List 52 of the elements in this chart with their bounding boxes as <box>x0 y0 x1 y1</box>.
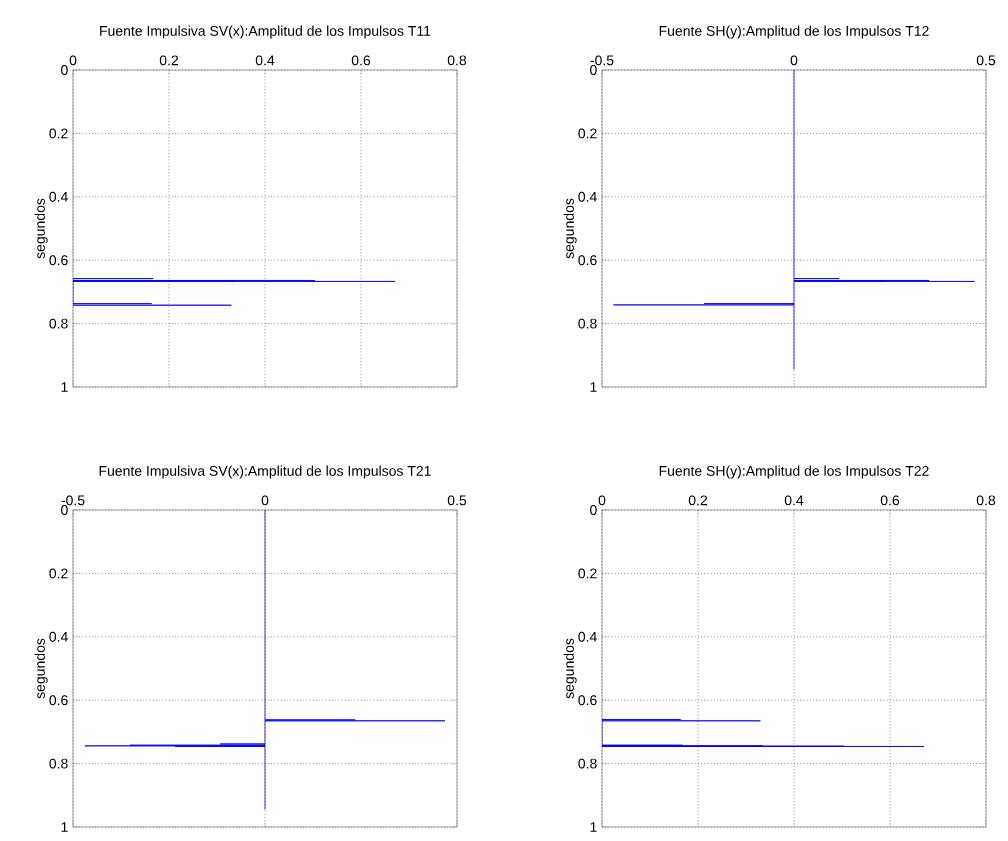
y-axis-title: segundos <box>563 198 577 259</box>
y-tick-label: 0.8 <box>49 758 68 769</box>
chart-title: Fuente SH(y):Amplitud de los Impulsos T12 <box>659 25 929 39</box>
x-tick-label: 0 <box>790 55 798 66</box>
chart-title: Fuente Impulsiva SV(x):Amplitud de los Impulsos T11 <box>100 25 431 39</box>
y-axis-title: segundos <box>563 638 577 699</box>
y-tick-label: 0.4 <box>49 191 68 202</box>
y-tick-label: 0.8 <box>578 318 597 329</box>
y-tick-label: 0.4 <box>578 631 597 642</box>
x-tick-label: 0 <box>69 55 77 66</box>
line-series <box>73 278 396 306</box>
y-tick-label: 0 <box>61 65 68 75</box>
y-tick-label: 1 <box>590 382 597 392</box>
line-series <box>613 70 975 370</box>
y-tick-label: 0.4 <box>49 631 68 642</box>
line-series <box>84 510 446 810</box>
x-tick-label: 0.8 <box>447 55 467 66</box>
y-tick-label: 0 <box>590 505 597 515</box>
x-tick-label: -0.5 <box>61 495 85 506</box>
x-tick-label: 0.5 <box>447 495 467 506</box>
y-tick-label: 1 <box>590 822 597 832</box>
y-tick-label: 0.8 <box>578 758 597 769</box>
x-tick-label: 0.8 <box>976 495 996 506</box>
y-tick-label: 0.6 <box>49 695 68 706</box>
x-tick-label: -0.5 <box>590 55 614 66</box>
y-tick-label: 0.8 <box>49 318 68 329</box>
y-axis-title: segundos <box>34 198 48 259</box>
y-tick-label: 1 <box>61 382 68 392</box>
y-tick-label: 0.2 <box>49 568 68 579</box>
y-tick-label: 0 <box>61 505 68 515</box>
y-tick-label: 0.2 <box>578 128 597 139</box>
y-axis-title: segundos <box>34 638 48 699</box>
x-tick-label: 0.4 <box>784 495 804 506</box>
x-tick-label: 0.2 <box>688 495 708 506</box>
y-tick-label: 0.4 <box>578 191 597 202</box>
x-tick-label: 0.6 <box>351 55 371 66</box>
x-tick-label: 0.6 <box>880 495 900 506</box>
y-tick-label: 0.2 <box>578 568 597 579</box>
y-tick-label: 1 <box>61 822 68 832</box>
x-tick-label: 0 <box>261 495 269 506</box>
y-tick-label: 0.6 <box>49 255 68 266</box>
y-tick-label: 0.6 <box>578 255 597 266</box>
y-tick-label: 0.6 <box>578 695 597 706</box>
line-series <box>602 719 925 747</box>
y-tick-label: 0 <box>590 65 597 75</box>
x-tick-label: 0.4 <box>255 55 275 66</box>
x-tick-label: 0.5 <box>976 55 996 66</box>
y-tick-label: 0.2 <box>49 128 68 139</box>
x-tick-label: 0 <box>598 495 606 506</box>
chart-title: Fuente Impulsiva SV(x):Amplitud de los Impulsos T21 <box>99 465 431 479</box>
chart-title: Fuente SH(y):Amplitud de los Impulsos T22 <box>659 465 929 479</box>
x-tick-label: 0.2 <box>159 55 179 66</box>
